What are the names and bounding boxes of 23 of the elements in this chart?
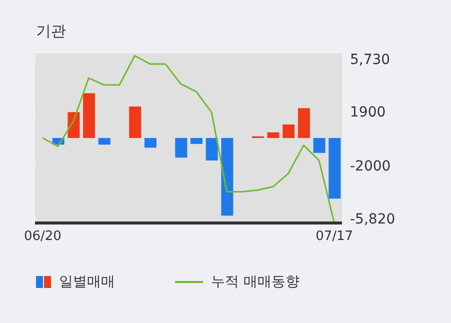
bar bbox=[83, 93, 96, 138]
x-tick-label: 07/17 bbox=[316, 229, 354, 244]
y-tick-label: 5,730 bbox=[350, 52, 390, 68]
x-tick-label: 06/20 bbox=[24, 229, 62, 244]
bar bbox=[206, 138, 218, 161]
bar bbox=[175, 138, 188, 158]
bar bbox=[144, 138, 156, 148]
bar bbox=[298, 108, 310, 138]
bar bbox=[129, 106, 142, 138]
bar bbox=[313, 138, 326, 153]
bar bbox=[190, 138, 202, 144]
y-tick-label: 1900 bbox=[350, 104, 386, 121]
bar bbox=[328, 138, 341, 199]
bar bbox=[221, 138, 234, 216]
legend-label: 누적 매매동향 bbox=[211, 273, 300, 291]
line-series bbox=[42, 55, 336, 223]
y-tick-label: -5,820 bbox=[350, 211, 396, 228]
bar bbox=[98, 138, 110, 145]
bar bbox=[267, 132, 280, 138]
y-tick-label: -2000 bbox=[350, 158, 391, 175]
chart-title: 기관 bbox=[36, 22, 66, 41]
bar bbox=[282, 124, 295, 138]
legend-label: 일별매매 bbox=[59, 273, 115, 291]
